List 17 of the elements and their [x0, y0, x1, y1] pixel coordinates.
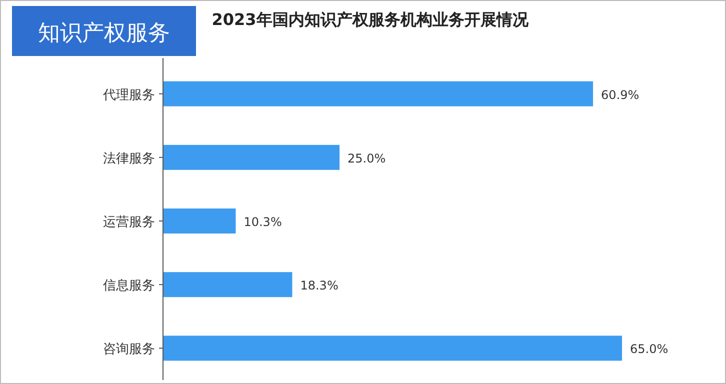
bar	[163, 272, 292, 298]
text: 知识产权服务	[38, 21, 170, 46]
data-label: 10.3%	[244, 215, 282, 229]
data-label: 65.0%	[630, 342, 668, 356]
bar	[163, 81, 594, 106]
y-tick-label: 运营服务	[103, 215, 155, 230]
data-label: 25.0%	[348, 151, 386, 166]
chart-title: 2023年国内知识产权服务机构业务开展情况	[212, 10, 530, 29]
bar	[163, 336, 622, 361]
bar	[163, 208, 236, 234]
y-tick-label: 代理服务	[102, 88, 155, 103]
y-tick-label: 信息服务	[103, 278, 155, 294]
bar	[163, 144, 340, 170]
y-tick-label: 咨询服务	[103, 342, 155, 358]
y-tick-label: 法律服务	[103, 151, 155, 166]
data-label: 18.3%	[300, 278, 338, 293]
data-label: 60.9%	[601, 88, 640, 102]
